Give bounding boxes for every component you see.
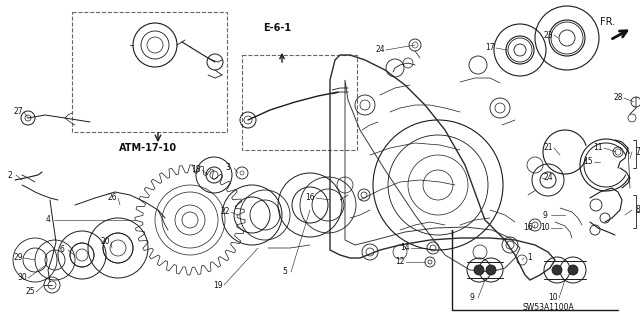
Text: E-6-1: E-6-1 bbox=[263, 23, 291, 33]
Text: 19: 19 bbox=[213, 280, 223, 290]
Text: 16: 16 bbox=[523, 224, 533, 233]
Text: 30: 30 bbox=[17, 273, 27, 283]
Text: 22: 22 bbox=[220, 207, 230, 217]
Text: 28: 28 bbox=[613, 93, 623, 102]
Bar bbox=[72, 12, 227, 132]
Text: ATM-17-10: ATM-17-10 bbox=[119, 143, 177, 153]
Text: 10: 10 bbox=[540, 224, 550, 233]
Circle shape bbox=[486, 265, 496, 275]
Text: 21: 21 bbox=[543, 144, 553, 152]
Text: 3: 3 bbox=[225, 164, 230, 173]
Circle shape bbox=[552, 265, 562, 275]
Text: 9: 9 bbox=[543, 211, 547, 219]
Text: 24: 24 bbox=[543, 174, 553, 182]
Text: 23: 23 bbox=[543, 31, 553, 40]
Text: 26: 26 bbox=[107, 194, 117, 203]
Text: 18: 18 bbox=[191, 166, 201, 174]
Text: 5: 5 bbox=[283, 268, 287, 277]
Text: 6: 6 bbox=[60, 246, 65, 255]
Text: 2: 2 bbox=[8, 170, 12, 180]
Text: 8: 8 bbox=[636, 205, 640, 214]
Text: 24: 24 bbox=[375, 46, 385, 55]
Text: 25: 25 bbox=[25, 287, 35, 296]
Text: 4: 4 bbox=[45, 216, 51, 225]
Text: 17: 17 bbox=[485, 43, 495, 53]
Text: 1: 1 bbox=[527, 254, 532, 263]
Text: 9: 9 bbox=[470, 293, 474, 302]
Text: 10: 10 bbox=[548, 293, 558, 302]
Text: 15: 15 bbox=[583, 158, 593, 167]
Text: 16: 16 bbox=[305, 194, 315, 203]
Text: FR.: FR. bbox=[600, 17, 615, 27]
Text: 12: 12 bbox=[396, 257, 404, 266]
Bar bbox=[242, 55, 357, 150]
Text: 29: 29 bbox=[13, 254, 23, 263]
Circle shape bbox=[474, 265, 484, 275]
Text: 14: 14 bbox=[400, 243, 410, 253]
Text: 11: 11 bbox=[593, 144, 603, 152]
Text: 7: 7 bbox=[636, 147, 640, 157]
Text: 20: 20 bbox=[100, 238, 110, 247]
Circle shape bbox=[568, 265, 578, 275]
Text: SW53A1100A: SW53A1100A bbox=[522, 303, 574, 313]
Text: 27: 27 bbox=[13, 108, 23, 116]
